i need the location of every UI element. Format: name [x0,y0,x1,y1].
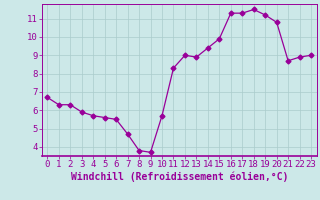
X-axis label: Windchill (Refroidissement éolien,°C): Windchill (Refroidissement éolien,°C) [70,172,288,182]
